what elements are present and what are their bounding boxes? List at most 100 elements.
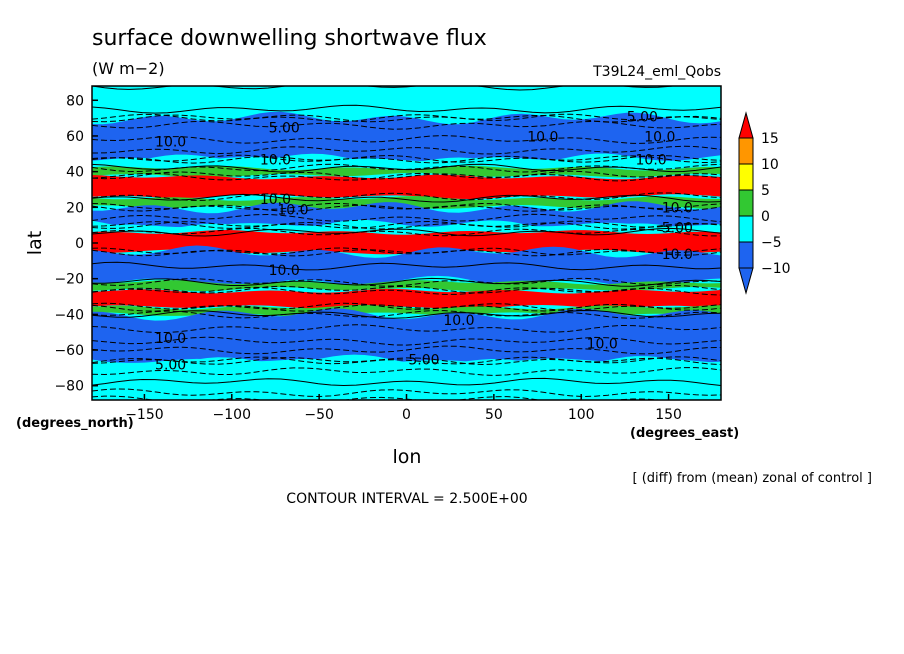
contour-line [92, 202, 721, 212]
contour-line [92, 388, 721, 398]
contour-line [92, 277, 721, 287]
contour-line [92, 302, 721, 312]
contour-value-label: 5.00 [662, 220, 693, 236]
colorbar-segment [738, 215, 754, 243]
contour-line [92, 213, 721, 223]
x-axis: −150 −100 −50 0 50 100 150 [125, 394, 682, 423]
diff-note: [ (diff) from (mean) zonal of control ] [633, 471, 872, 486]
colorbar-segment [738, 189, 754, 217]
colorbar-label: −10 [761, 261, 791, 277]
colorbar-label: 10 [761, 157, 779, 173]
x-tick-label: 150 [655, 407, 682, 423]
y-tick-label: 0 [75, 236, 84, 252]
contour-line [92, 377, 721, 387]
contour-line [92, 247, 721, 257]
contour-interval: CONTOUR INTERVAL = 2.500E+00 [286, 491, 527, 507]
contour-value-label: 5.00 [408, 352, 439, 368]
y-tick-label: −80 [54, 379, 84, 395]
x-tick-label: −50 [304, 407, 334, 423]
contour-value-label: 10.0 [269, 263, 300, 279]
y-tick-label: 80 [66, 93, 84, 109]
contour-line [92, 86, 677, 91]
y-tick-label: −60 [54, 343, 84, 359]
contour-value-label: 10.0 [260, 153, 291, 169]
colorbar-segment [738, 163, 754, 191]
y-tick-label: 40 [66, 165, 84, 181]
contour-value-label: 10.0 [277, 202, 308, 218]
contour-line [92, 202, 721, 212]
y-tick-label: 20 [66, 200, 84, 216]
x-tick-label: −100 [213, 407, 251, 423]
zonal-band [92, 358, 721, 400]
contour-value-label: 5.00 [269, 120, 300, 136]
contour-value-label: 10.0 [155, 135, 186, 151]
contour-line [92, 154, 721, 164]
colorbar-segment [738, 241, 754, 269]
contour-line [92, 261, 721, 271]
contour-line [92, 104, 721, 114]
contour-line [92, 284, 721, 294]
zonal-band [92, 288, 721, 310]
contour-value-label: 10.0 [260, 192, 291, 208]
contour-line [92, 192, 721, 201]
colorbar: 15 10 5 0 −5 −10 [738, 111, 791, 295]
chart-title: surface downwelling shortwave flux [92, 26, 487, 51]
contour-line [92, 345, 721, 355]
run-label: T39L24_eml_Qobs [592, 64, 721, 80]
contour-value-label: 10.0 [636, 153, 667, 169]
y-tick-label: 60 [66, 129, 84, 145]
zonal-band [92, 245, 721, 289]
zonal-band [92, 308, 721, 368]
contour-value-label: 10.0 [662, 247, 693, 263]
x-tick-label: 0 [402, 407, 411, 423]
colorbar-label: 0 [761, 209, 770, 225]
contour-value-label: 10.0 [662, 201, 693, 217]
x-unit-label: (degrees_east) [630, 426, 739, 441]
contour-line [92, 145, 721, 155]
contour-value-label: 10.0 [155, 331, 186, 347]
contour-line [92, 286, 721, 296]
contour-line [92, 193, 721, 203]
contour-line [92, 172, 721, 182]
contour-line [92, 356, 721, 366]
contour-value-label: 10.0 [644, 129, 675, 145]
y-axis: 80 60 40 20 0 −20 −40 −60 −80 [54, 93, 98, 395]
contour-line [92, 309, 721, 319]
y-unit-label: (degrees_north) [16, 416, 134, 431]
chart-units: (W m−2) [92, 59, 165, 78]
contour-line [92, 113, 721, 123]
x-axis-label: lon [393, 446, 422, 468]
contour-value-label: 5.00 [627, 110, 658, 126]
contour-value-label: 10.0 [527, 129, 558, 145]
contour-line [92, 220, 721, 230]
contour-line [92, 227, 721, 237]
contour-line [92, 170, 721, 180]
y-tick-label: −20 [54, 272, 84, 288]
contour-line [92, 163, 721, 173]
contour-value-label: 10.0 [443, 313, 474, 329]
contour-line [92, 228, 721, 237]
y-axis-label: lat [24, 231, 46, 255]
contour-line [92, 113, 721, 123]
x-tick-label: −150 [125, 407, 163, 423]
contour-line [92, 336, 721, 346]
contour-line [92, 356, 721, 366]
colorbar-segment [738, 137, 754, 165]
zonal-band [92, 174, 721, 199]
contour-line [92, 277, 721, 287]
contour-line [92, 247, 721, 257]
contour-line [92, 367, 721, 376]
contour-line [92, 135, 721, 144]
contour-line [92, 302, 721, 312]
x-tick-label: 50 [485, 407, 503, 423]
y-tick-label: −40 [54, 307, 84, 323]
contour-line [92, 120, 721, 130]
contour-line [92, 324, 721, 333]
colorbar-label: −5 [761, 235, 782, 251]
colorbar-label: 15 [761, 131, 779, 147]
colorbar-top-arrow [738, 111, 754, 139]
contour-line [92, 154, 721, 164]
contour-line [92, 310, 721, 319]
